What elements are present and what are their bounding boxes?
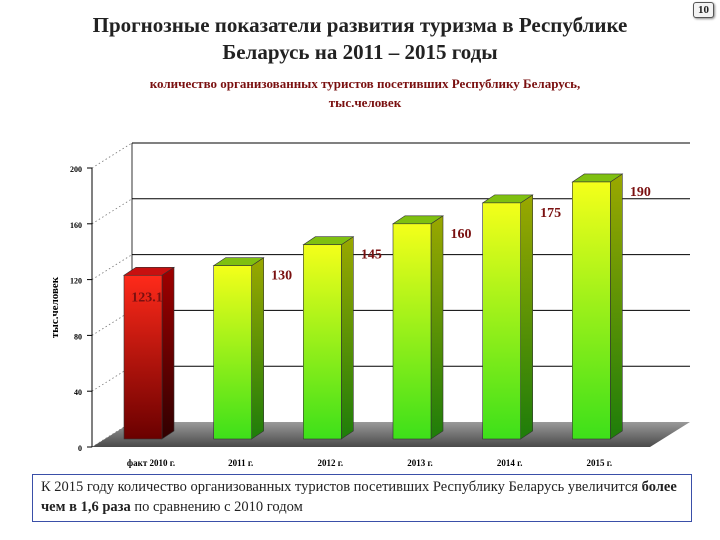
bar-side xyxy=(341,236,354,440)
x-tick-label: 2015 г. xyxy=(587,458,613,468)
subtitle-line-1: количество организованных туристов посет… xyxy=(149,76,581,91)
gridline-depth xyxy=(91,142,133,169)
bar xyxy=(303,244,342,440)
title-line-2: Беларусь на 2011 – 2015 годы xyxy=(222,40,498,64)
x-tick-label: 2011 г. xyxy=(228,458,253,468)
y-tick-label: 160 xyxy=(70,221,82,230)
x-tick-label: факт 2010 г. xyxy=(127,458,175,468)
data-label: 190 xyxy=(630,185,651,200)
chart-subtitle: количество организованных туристов посет… xyxy=(40,74,690,112)
subtitle-line-2: тыс.человек xyxy=(328,95,402,110)
x-tick-label: 2013 г. xyxy=(407,458,433,468)
y-tick-label: 80 xyxy=(74,332,82,341)
note-text-2: по сравнению с 2010 годом xyxy=(130,499,303,515)
bar xyxy=(572,181,611,440)
title-line-1: Прогнозные показатели развития туризма в… xyxy=(92,13,628,37)
page-number: 10 xyxy=(693,2,714,18)
y-tick-label: 120 xyxy=(70,277,82,286)
summary-note: К 2015 году количество организованных ту… xyxy=(32,474,692,522)
x-tick-label: 2014 г. xyxy=(497,458,523,468)
y-tick-label: 40 xyxy=(74,388,82,397)
bar xyxy=(123,274,163,440)
data-label: 175 xyxy=(540,206,561,221)
bar-side xyxy=(610,173,623,440)
note-text-1: К 2015 году количество организованных ту… xyxy=(41,479,642,495)
bar-side xyxy=(161,266,175,440)
y-tick-label: 200 xyxy=(70,165,82,174)
y-axis-label: тыс.человек xyxy=(49,276,61,338)
data-label: 130 xyxy=(271,269,292,284)
bar xyxy=(392,223,432,440)
bar-side xyxy=(520,194,533,440)
bar-side xyxy=(430,215,444,440)
bar xyxy=(482,202,521,440)
note-bold-text: более чем в 1,6 раза xyxy=(41,479,677,515)
data-label: 123.1 xyxy=(131,290,163,305)
bar-side xyxy=(251,257,264,440)
gridline-depth xyxy=(91,198,133,225)
bar xyxy=(213,265,252,440)
data-label: 145 xyxy=(361,248,382,263)
x-tick-label: 2012 г. xyxy=(318,458,344,468)
y-tick-label: 0 xyxy=(78,444,82,453)
data-label: 160 xyxy=(451,227,472,242)
page-title: Прогнозные показатели развития туризма в… xyxy=(30,12,690,66)
